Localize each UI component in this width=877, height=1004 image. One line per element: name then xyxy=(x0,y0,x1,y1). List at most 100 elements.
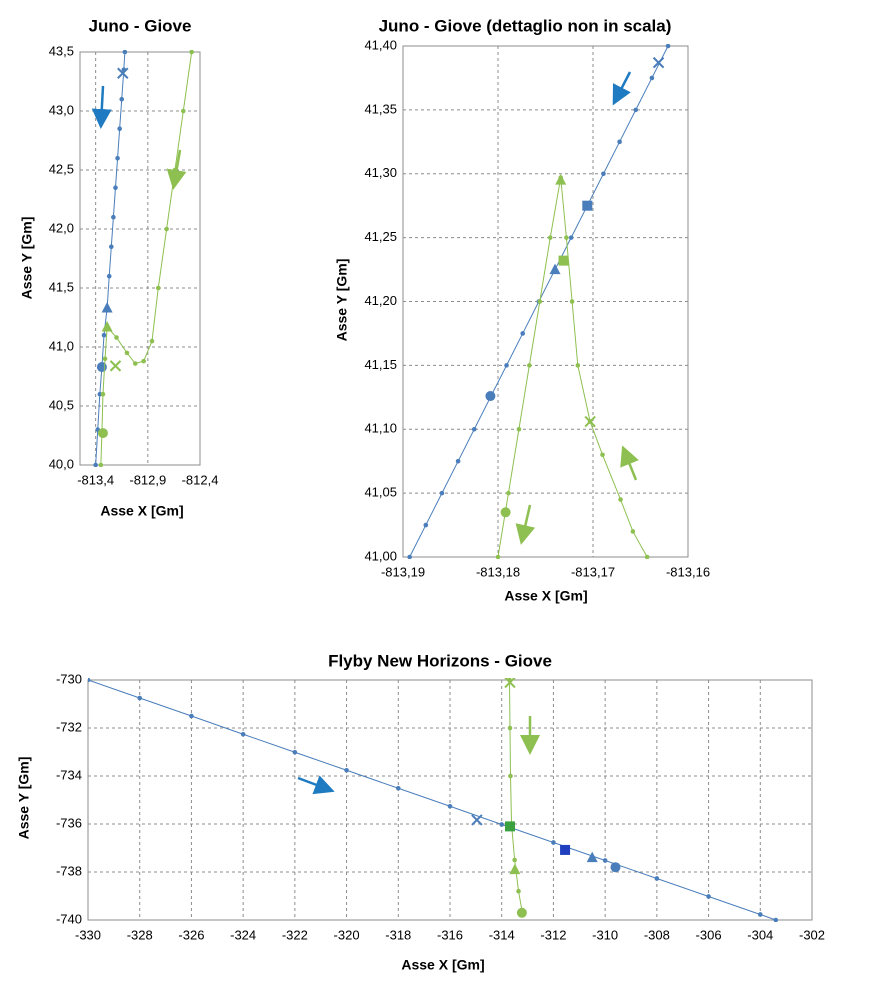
y-tick-label: 41,0 xyxy=(49,338,74,353)
data-point xyxy=(757,912,763,917)
x-tick-label: -322 xyxy=(282,927,308,942)
marker-square xyxy=(560,844,571,855)
y-axis-label: Asse Y [Gm] xyxy=(16,757,32,840)
data-point xyxy=(601,171,606,177)
marker-triangle xyxy=(586,851,598,863)
data-point xyxy=(773,917,779,922)
y-tick-label: 43,0 xyxy=(49,102,74,117)
chart-title: Flyby New Horizons - Giove xyxy=(328,651,552,670)
data-point xyxy=(507,725,513,731)
y-tick-label: 41,10 xyxy=(364,421,397,436)
y-tick-label: -738 xyxy=(56,863,82,878)
y-tick-label: 43,5 xyxy=(49,43,74,58)
marker-triangle xyxy=(101,320,113,332)
data-point xyxy=(395,785,401,791)
data-point xyxy=(551,840,556,845)
y-tick-label: 41,5 xyxy=(49,279,74,294)
data-point xyxy=(471,426,477,432)
marker-x xyxy=(117,67,129,79)
x-tick-label: -813,16 xyxy=(666,564,710,579)
data-point xyxy=(189,50,194,55)
chart-title: Juno - Giove xyxy=(89,16,192,35)
x-tick-label: -310 xyxy=(592,927,618,942)
data-point xyxy=(644,554,650,559)
marker-triangle xyxy=(509,863,521,875)
data-point xyxy=(407,554,412,559)
marker-x xyxy=(471,814,483,826)
x-tick-label: -324 xyxy=(230,927,256,942)
data-point xyxy=(447,803,453,809)
data-point xyxy=(439,490,445,496)
data-point xyxy=(618,497,623,502)
marker-triangle xyxy=(101,302,113,313)
series xyxy=(97,50,194,467)
x-tick-label: -308 xyxy=(644,927,670,942)
marker-square xyxy=(504,821,515,832)
data-point xyxy=(506,490,511,496)
x-tick-label: -316 xyxy=(437,927,463,942)
y-tick-label: 42,5 xyxy=(49,161,74,176)
data-point xyxy=(189,713,194,719)
arrow xyxy=(166,149,187,190)
data-point xyxy=(568,235,574,240)
marker-circle xyxy=(485,391,496,402)
data-point xyxy=(512,857,517,863)
data-point xyxy=(292,749,298,755)
chart: -740 -738 -736 -734 -732 -730 -330 -328 -326 -324… xyxy=(16,651,825,972)
data-point xyxy=(547,235,553,240)
data-point xyxy=(600,452,605,458)
data-point xyxy=(665,44,671,49)
data-point xyxy=(137,695,143,701)
x-axis-label: Asse X [Gm] xyxy=(504,588,587,604)
y-tick-label: 40,5 xyxy=(49,397,74,412)
data-point xyxy=(88,678,91,683)
x-tick-label: -306 xyxy=(696,927,722,942)
data-point xyxy=(495,554,501,559)
chart: 41,00 41,05 41,10 41,15 41,20 41,25 41,30 41,35… xyxy=(334,16,710,603)
data-point xyxy=(164,226,169,232)
data-point xyxy=(455,458,461,464)
marker-x xyxy=(584,415,596,428)
data-point xyxy=(633,107,639,113)
x-tick-label: -812,4 xyxy=(182,472,219,487)
y-tick-label: 40,0 xyxy=(49,456,74,471)
marker-circle xyxy=(97,428,108,439)
data-point xyxy=(93,462,98,467)
y-tick-label: 41,05 xyxy=(364,485,397,500)
marker-square xyxy=(558,255,569,266)
data-point xyxy=(499,822,505,827)
data-point xyxy=(508,773,513,779)
x-tick-label: -304 xyxy=(747,927,773,942)
data-point xyxy=(575,363,581,368)
data-point xyxy=(113,185,118,190)
marker-triangle xyxy=(555,174,567,185)
data-point xyxy=(564,235,569,240)
data-point xyxy=(114,335,119,340)
x-axis-label: Asse X [Gm] xyxy=(401,957,484,973)
x-tick-label: -326 xyxy=(178,927,204,942)
y-tick-label: -734 xyxy=(56,767,82,782)
data-point xyxy=(98,462,104,467)
data-point xyxy=(602,858,608,863)
data-point xyxy=(504,363,509,368)
x-tick-label: -330 xyxy=(75,927,101,942)
arrow xyxy=(91,85,112,129)
chart: 40,0 40,5 41,0 41,5 42,0 42,5 43,0 43,5 -813,4 -8… xyxy=(19,16,219,518)
data-point xyxy=(617,139,622,145)
y-tick-label: 42,0 xyxy=(49,220,74,235)
series-line xyxy=(95,51,126,466)
data-point xyxy=(133,361,138,366)
data-point xyxy=(240,731,246,737)
data-point xyxy=(119,96,125,102)
data-point xyxy=(516,888,521,894)
y-tick-label: -736 xyxy=(56,815,82,830)
marker-circle xyxy=(96,362,107,373)
data-point xyxy=(537,299,543,304)
marker-circle xyxy=(500,507,511,518)
data-point xyxy=(344,767,349,773)
x-tick-label: -328 xyxy=(127,927,153,942)
x-tick-label: -813,17 xyxy=(571,564,615,579)
series-line xyxy=(508,679,523,913)
y-tick-label: -740 xyxy=(56,911,82,926)
plot-frame xyxy=(402,45,689,558)
